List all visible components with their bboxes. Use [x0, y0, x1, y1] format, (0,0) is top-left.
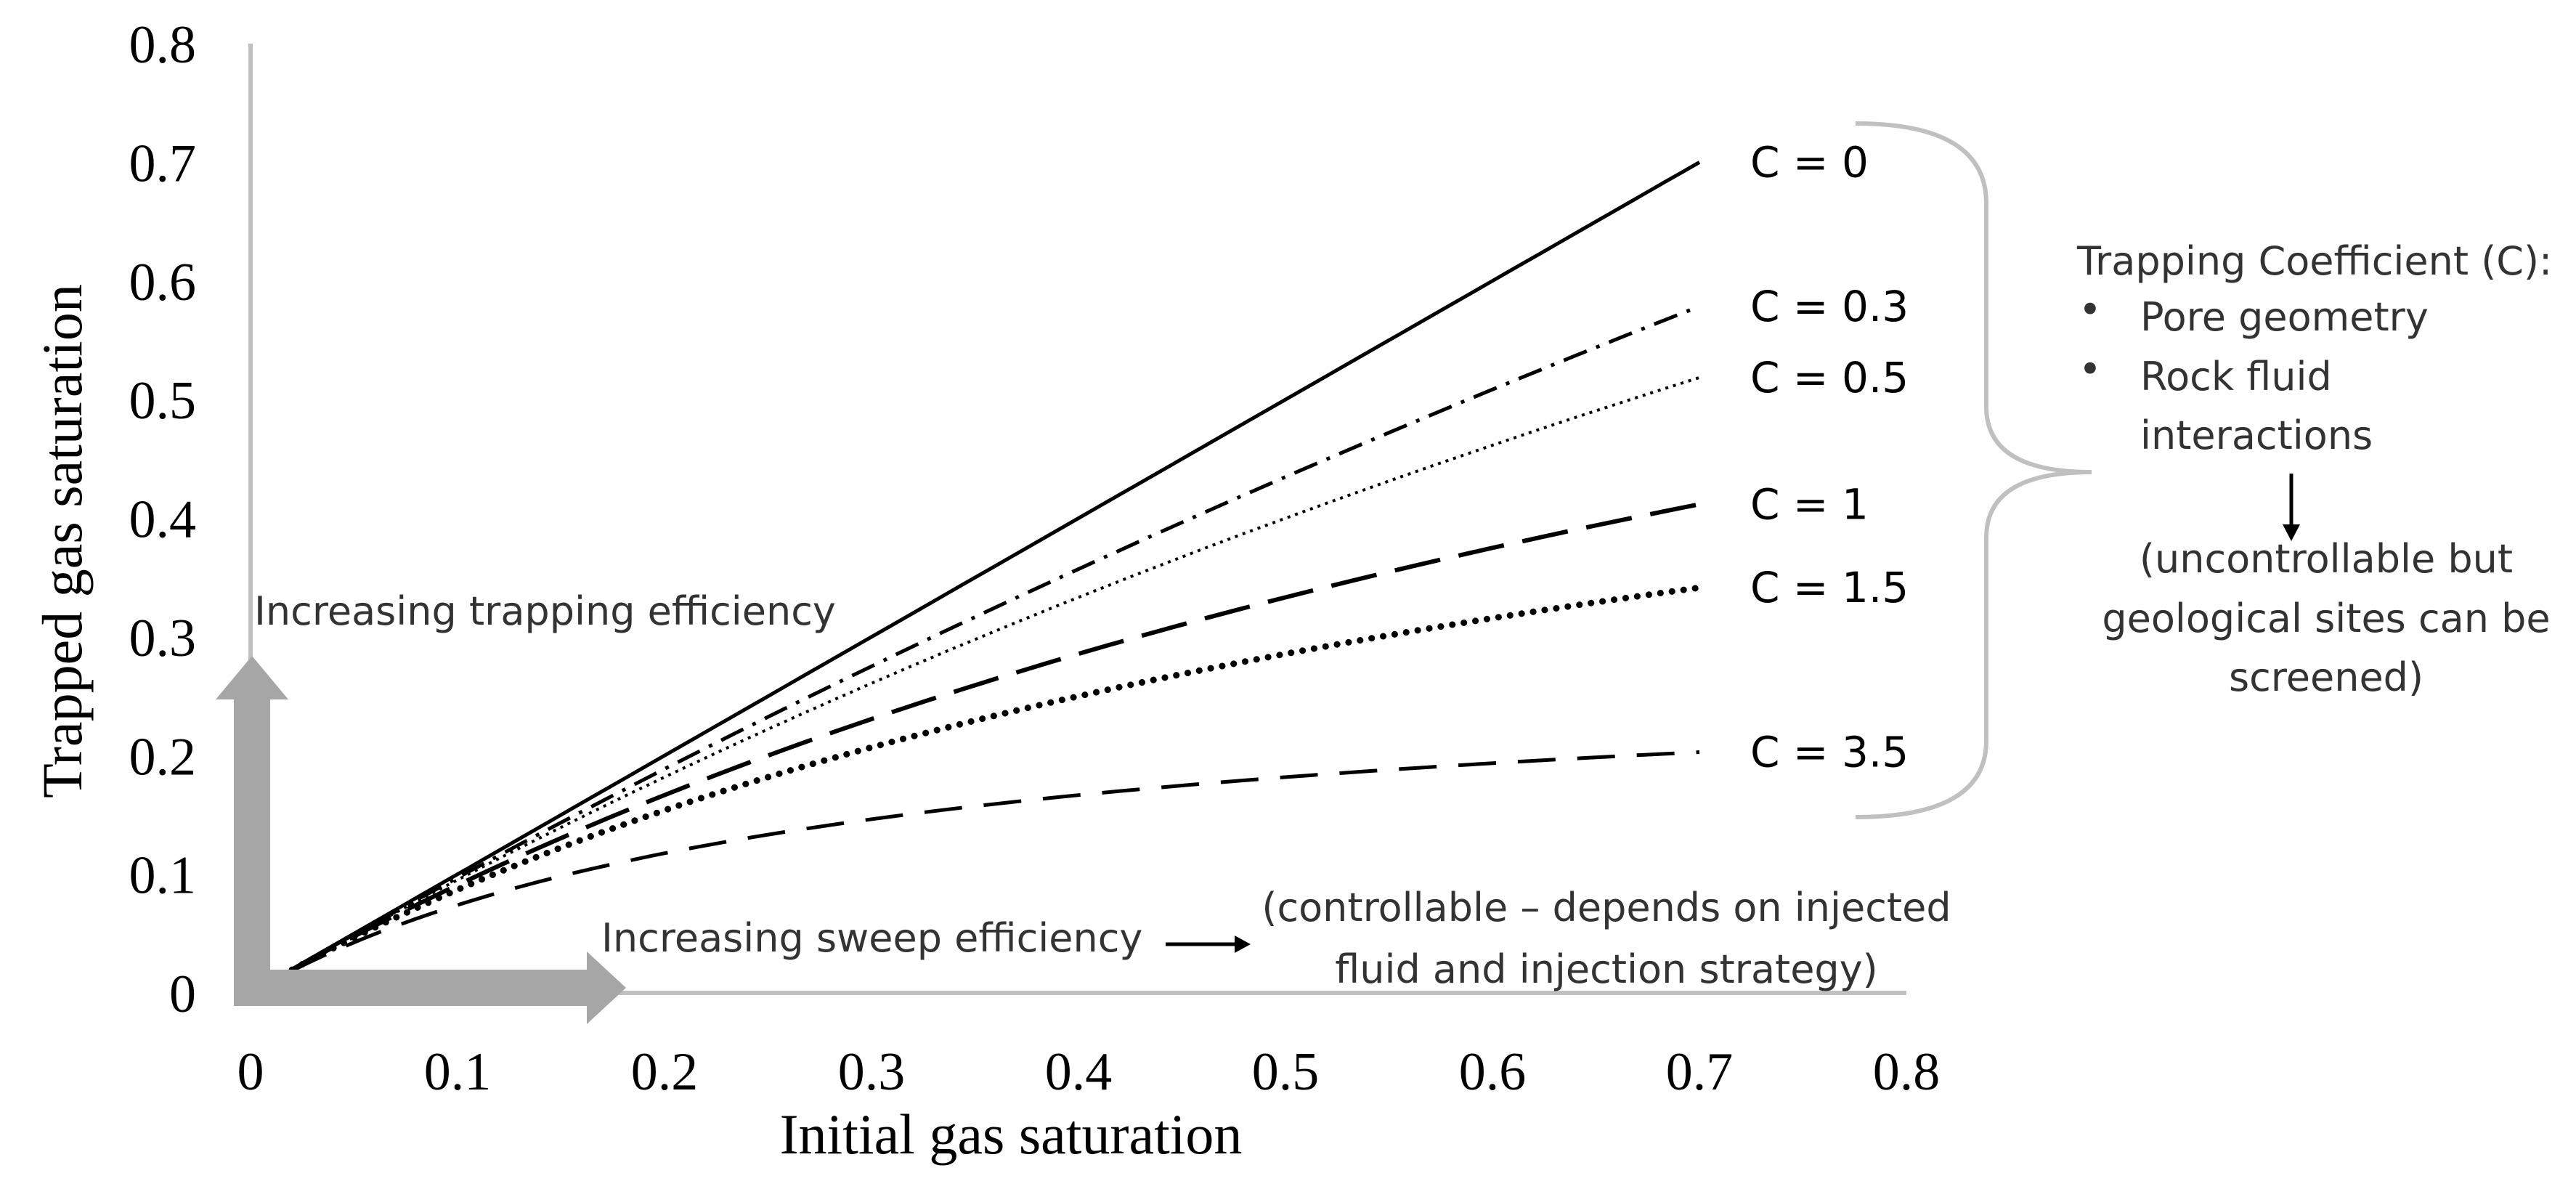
series-label-2: C = 0.5: [1750, 353, 1909, 402]
y-tick-label: 0.8: [129, 15, 197, 75]
x-tick-label: 0.3: [838, 1042, 906, 1102]
coef-bullet2-line2: interactions: [2140, 413, 2373, 458]
series-label-1: C = 0.3: [1750, 282, 1909, 331]
sweep-small-arrow: [1166, 936, 1251, 953]
x-tick-label: 0.2: [631, 1042, 699, 1102]
series-line-0: [290, 161, 1701, 971]
trapping-arrow: [216, 656, 288, 973]
coef-bullet2-line1: Rock fluid: [2140, 354, 2332, 399]
series-label-3: C = 1: [1750, 479, 1869, 529]
coef-title: Trapping Coefficient (C):: [2076, 238, 2552, 284]
series-label-0: C = 0: [1750, 137, 1869, 187]
series-lines: [288, 161, 1703, 973]
trapping-efficiency-label: Increasing trapping efficiency: [254, 588, 836, 634]
x-axis-title: Initial gas saturation: [780, 1103, 1243, 1166]
y-tick-label: 0.3: [129, 609, 197, 668]
y-tick-label: 0.1: [129, 846, 197, 906]
coef-note-line2: geological sites can be: [2102, 596, 2550, 641]
x-tick-label: 0.5: [1252, 1042, 1320, 1102]
series-line-4: [288, 584, 1703, 973]
coef-down-arrow: [2283, 474, 2300, 541]
x-tick-label: 0.6: [1459, 1042, 1527, 1102]
series-label-5: C = 3.5: [1750, 728, 1909, 777]
x-tick-label: 0: [237, 1042, 264, 1102]
coef-note-line3: screened): [2229, 654, 2423, 700]
x-tick-label: 0.4: [1045, 1042, 1113, 1102]
sweep-efficiency-label: Increasing sweep efficiency: [601, 915, 1142, 961]
y-tick-label: 0.7: [129, 134, 197, 193]
series-line-3: [290, 502, 1700, 972]
tick-labels: 0 0.1 0.2 0.3 0.4 0.5 0.6 0.7 0.8 0 0.1 0.2 0.3 0.4 0.…: [129, 15, 1941, 1102]
x-tick-label: 0.1: [424, 1042, 492, 1102]
coef-bullet1-marker: •: [2079, 287, 2102, 333]
series-line-2: [291, 376, 1700, 971]
y-tick-label: 0.2: [129, 727, 197, 787]
y-tick-label: 0.4: [129, 490, 197, 550]
x-tick-label: 0.8: [1873, 1042, 1941, 1102]
sweep-note-line1: (controllable – depends on injected: [1261, 885, 1951, 930]
series-labels: C = 0 C = 0.3 C = 0.5 C = 1 C = 1.5 C = 3.5: [1750, 137, 1909, 776]
coef-bullet1: Pore geometry: [2140, 294, 2429, 340]
coef-note-line1: (uncontrollable but: [2140, 536, 2513, 582]
y-axis-title: Trapped gas saturation: [31, 284, 94, 798]
y-tick-label: 0: [169, 965, 196, 1024]
x-tick-label: 0.7: [1666, 1042, 1734, 1102]
sweep-arrow: [234, 951, 626, 1024]
coef-bullet2-marker: •: [2079, 346, 2102, 392]
series-line-5: [290, 750, 1700, 973]
sweep-note-line2: fluid and injection strategy): [1335, 946, 1877, 992]
curly-brace: [1855, 121, 2092, 819]
y-tick-label: 0.6: [129, 253, 197, 312]
series-label-4: C = 1.5: [1750, 563, 1909, 612]
y-tick-label: 0.5: [129, 371, 197, 431]
series-line-1: [290, 304, 1700, 971]
